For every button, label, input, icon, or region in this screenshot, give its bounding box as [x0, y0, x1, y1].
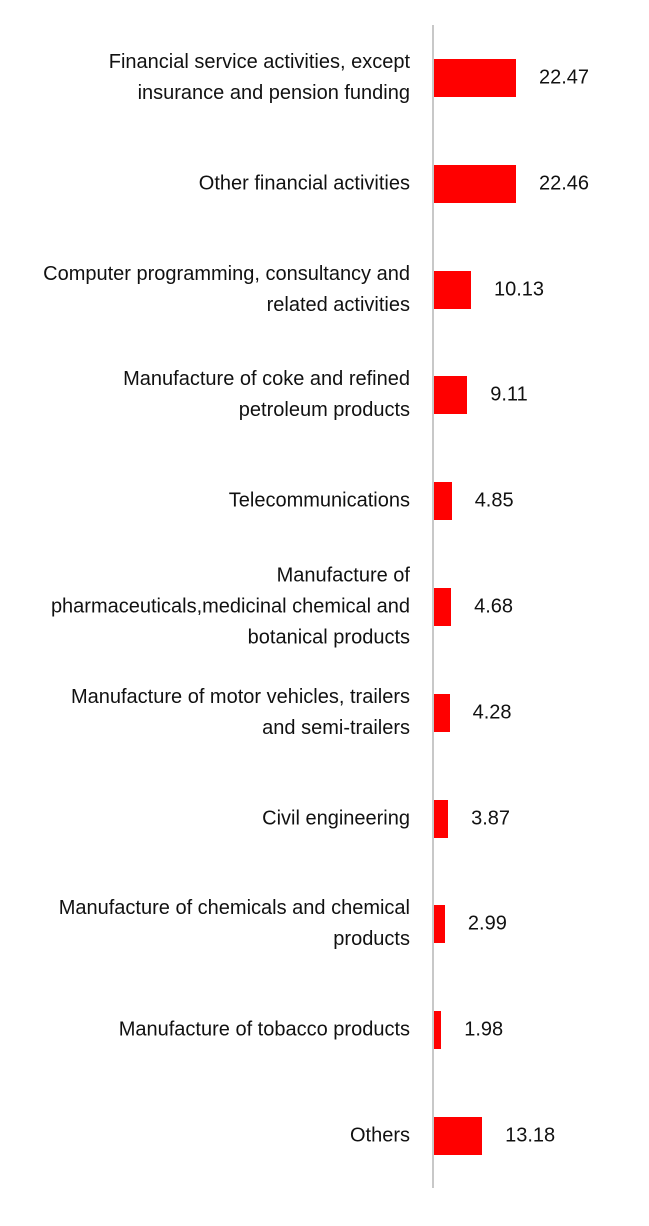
value-label: 10.13 — [493, 278, 545, 301]
category-label: Financial service activities, except ins… — [108, 51, 410, 104]
bar — [434, 482, 452, 521]
bar — [434, 905, 445, 944]
category-label: Telecommunications — [228, 489, 410, 512]
bar — [434, 588, 452, 626]
axis-line — [432, 25, 434, 1188]
category-label: Manufacture of tobacco products — [118, 1018, 410, 1041]
value-label: 4.68 — [474, 595, 514, 618]
category-label: Others — [349, 1124, 410, 1147]
bar — [434, 376, 468, 415]
value-label: 22.46 — [538, 172, 590, 195]
bar — [434, 164, 516, 203]
value-label: 9.11 — [490, 383, 528, 406]
category-label: Manufacture of coke and refined petroleu… — [123, 368, 410, 422]
category-label: Computer programming, consultancy and re… — [43, 262, 410, 316]
value-label: 13.18 — [505, 1124, 556, 1147]
value-label: 3.87 — [471, 807, 511, 830]
value-label: 4.85 — [474, 489, 514, 512]
category-label: Civil engineering — [262, 807, 410, 830]
category-label: Manufacture of pharmaceuticals,medicinal… — [50, 564, 410, 649]
bar — [434, 799, 449, 838]
value-label: 1.98 — [464, 1018, 504, 1041]
category-label: Manufacture of motor vehicles, trailers … — [70, 685, 410, 739]
value-label: 22.47 — [539, 66, 590, 89]
category-label: Other financial activities — [198, 172, 410, 195]
bar — [434, 59, 516, 97]
bar — [434, 1011, 442, 1050]
value-label: 4.28 — [472, 701, 512, 724]
bar — [434, 693, 450, 732]
bar — [434, 1117, 483, 1155]
category-label: Manufacture of chemicals and chemical pr… — [58, 897, 410, 951]
value-label: 2.99 — [467, 912, 507, 935]
bar — [434, 270, 471, 309]
